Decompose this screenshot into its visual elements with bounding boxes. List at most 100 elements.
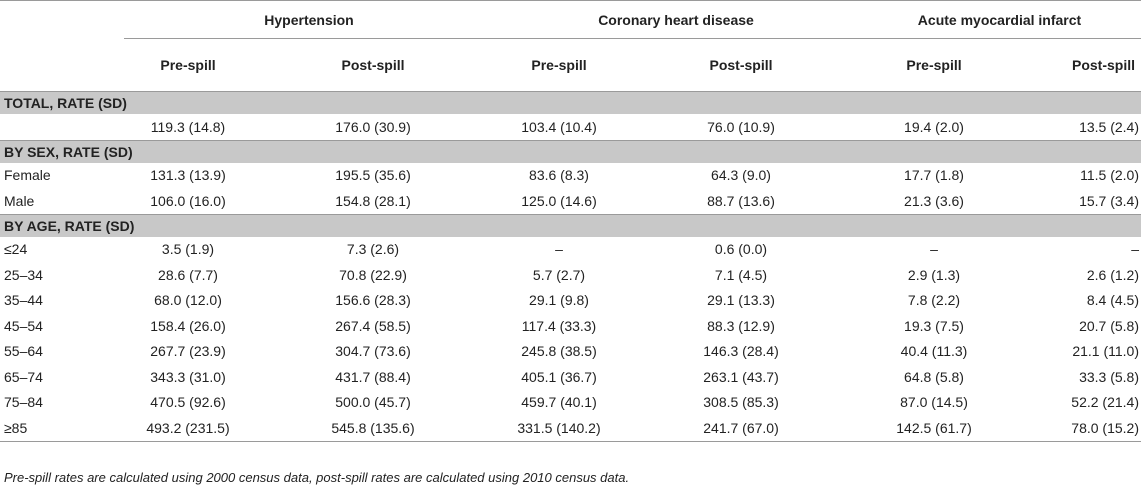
- cell: 88.3 (12.9): [707, 317, 775, 334]
- table-row: 55–64 267.7 (23.9) 304.7 (73.6) 245.8 (3…: [0, 339, 1141, 365]
- cell: 5.7 (2.7): [532, 266, 586, 283]
- cell: 17.7 (1.8): [904, 167, 964, 184]
- cell: 343.3 (31.0): [150, 368, 226, 385]
- cell: 304.7 (73.6): [335, 343, 411, 360]
- cell: 2.9 (1.3): [907, 266, 961, 283]
- cell: 431.7 (88.4): [335, 368, 411, 385]
- subheader-ami-pre: Pre-spill: [906, 57, 962, 73]
- group-coronary-heart-disease: Coronary heart disease: [494, 1, 858, 39]
- section-title: BY SEX, RATE (SD): [0, 139, 1141, 163]
- cell: 21.3 (3.6): [904, 192, 964, 209]
- cell: 83.6 (8.3): [529, 167, 589, 184]
- table-row: 65–74 343.3 (31.0) 431.7 (88.4) 405.1 (3…: [0, 364, 1141, 390]
- table-row: 35–44 68.0 (12.0) 156.6 (28.3) 29.1 (9.8…: [0, 288, 1141, 314]
- subheader-hyp-pre: Pre-spill: [160, 57, 216, 73]
- cell: 267.4 (58.5): [335, 317, 411, 334]
- cell: –: [555, 241, 563, 258]
- table-row: Female 131.3 (13.9) 195.5 (35.6) 83.6 (8…: [0, 163, 1141, 189]
- cell: 52.2 (21.4): [1071, 394, 1139, 411]
- cell: 545.8 (135.6): [252, 415, 494, 442]
- cell: 29.1 (13.3): [707, 292, 775, 309]
- row-label: 65–74: [4, 368, 43, 385]
- cell: 241.7 (67.0): [624, 415, 858, 442]
- subheader-chd-post: Post-spill: [709, 57, 773, 73]
- cell: 13.5 (2.4): [1079, 118, 1139, 135]
- cell: 405.1 (36.7): [521, 368, 597, 385]
- cell: 29.1 (9.8): [529, 292, 589, 309]
- cell: 68.0 (12.0): [154, 292, 222, 309]
- subheader-ami-post: Post-spill: [1071, 57, 1135, 73]
- cell: –: [930, 241, 938, 258]
- cell: 88.7 (13.6): [707, 192, 775, 209]
- group-acute-myocardial-infarct: Acute myocardial infarct: [858, 1, 1141, 39]
- table-row: ≥85 493.2 (231.5) 545.8 (135.6) 331.5 (1…: [0, 415, 1141, 442]
- cell: 146.3 (28.4): [703, 343, 779, 360]
- cell: 176.0 (30.9): [335, 118, 411, 135]
- section-title: TOTAL, RATE (SD): [0, 91, 1141, 114]
- row-label: 35–44: [4, 292, 43, 309]
- cell: 21.1 (11.0): [1072, 343, 1139, 360]
- cell: 64.3 (9.0): [711, 167, 771, 184]
- cell: 7.3 (2.6): [346, 241, 400, 258]
- subheader-hyp-post: Post-spill: [341, 57, 405, 73]
- cell: 7.1 (4.5): [714, 266, 768, 283]
- table-row: Male 106.0 (16.0) 154.8 (28.1) 125.0 (14…: [0, 188, 1141, 214]
- cell: 267.7 (23.9): [150, 343, 226, 360]
- cell: 20.7 (5.8): [1079, 317, 1139, 334]
- row-label: ≤24: [4, 241, 28, 258]
- cell: 245.8 (38.5): [521, 343, 597, 360]
- section-title: BY AGE, RATE (SD): [0, 213, 1141, 237]
- cell: 125.0 (14.6): [521, 192, 597, 209]
- cell: 11.5 (2.0): [1080, 167, 1139, 184]
- cell: 3.5 (1.9): [161, 241, 215, 258]
- cell: 0.6 (0.0): [714, 241, 768, 258]
- table-row: 45–54 158.4 (26.0) 267.4 (58.5) 117.4 (3…: [0, 313, 1141, 339]
- row-label: ≥85: [0, 415, 124, 442]
- cell: 459.7 (40.1): [521, 394, 597, 411]
- rates-table: Hypertension Coronary heart disease Acut…: [0, 0, 1141, 442]
- group-header-row: Hypertension Coronary heart disease Acut…: [0, 1, 1141, 39]
- row-label: [0, 114, 124, 140]
- cell: 28.6 (7.7): [158, 266, 218, 283]
- group-hypertension: Hypertension: [124, 1, 494, 39]
- section-sex: BY SEX, RATE (SD): [0, 139, 1141, 163]
- cell: 106.0 (16.0): [150, 192, 226, 209]
- table-row: 119.3 (14.8) 176.0 (30.9) 103.4 (10.4) 7…: [0, 114, 1141, 140]
- cell: 19.4 (2.0): [904, 118, 964, 135]
- subheader-chd-pre: Pre-spill: [531, 57, 587, 73]
- row-label: 25–34: [4, 266, 43, 283]
- cell: 76.0 (10.9): [707, 118, 775, 135]
- section-total: TOTAL, RATE (SD): [0, 91, 1141, 114]
- cell: 493.2 (231.5): [124, 415, 252, 442]
- cell: 8.4 (4.5): [1086, 292, 1139, 309]
- cell: 87.0 (14.5): [900, 394, 968, 411]
- cell: 33.3 (5.8): [1079, 368, 1139, 385]
- table-footnote: Pre-spill rates are calculated using 200…: [4, 470, 630, 485]
- subheader-row: Pre-spill Post-spill Pre-spill Post-spil…: [0, 39, 1141, 92]
- cell: 7.8 (2.2): [907, 292, 961, 309]
- cell: 2.6 (1.2): [1086, 266, 1139, 283]
- table-row: 75–84 470.5 (92.6) 500.0 (45.7) 459.7 (4…: [0, 390, 1141, 416]
- cell: 331.5 (140.2): [494, 415, 624, 442]
- cell: 156.6 (28.3): [335, 292, 411, 309]
- cell: 470.5 (92.6): [150, 394, 226, 411]
- cell: 154.8 (28.1): [335, 192, 411, 209]
- cell: 40.4 (11.3): [900, 343, 968, 360]
- cell: 64.8 (5.8): [904, 368, 964, 385]
- row-label: 55–64: [4, 343, 43, 360]
- cell: –: [1131, 241, 1139, 258]
- table-row: ≤24 3.5 (1.9) 7.3 (2.6) – 0.6 (0.0) – –: [0, 237, 1141, 263]
- cell: 308.5 (85.3): [703, 394, 779, 411]
- row-label: Female: [4, 167, 51, 184]
- cell: 142.5 (61.7): [858, 415, 1010, 442]
- cell: 158.4 (26.0): [150, 317, 226, 334]
- section-age: BY AGE, RATE (SD): [0, 213, 1141, 237]
- cell: 500.0 (45.7): [335, 394, 411, 411]
- row-label: 45–54: [4, 317, 43, 334]
- cell: 103.4 (10.4): [521, 118, 597, 135]
- cell: 119.3 (14.8): [150, 118, 226, 135]
- cell: 131.3 (13.9): [150, 167, 226, 184]
- cell: 15.7 (3.4): [1079, 192, 1139, 209]
- cell: 195.5 (35.6): [335, 167, 411, 184]
